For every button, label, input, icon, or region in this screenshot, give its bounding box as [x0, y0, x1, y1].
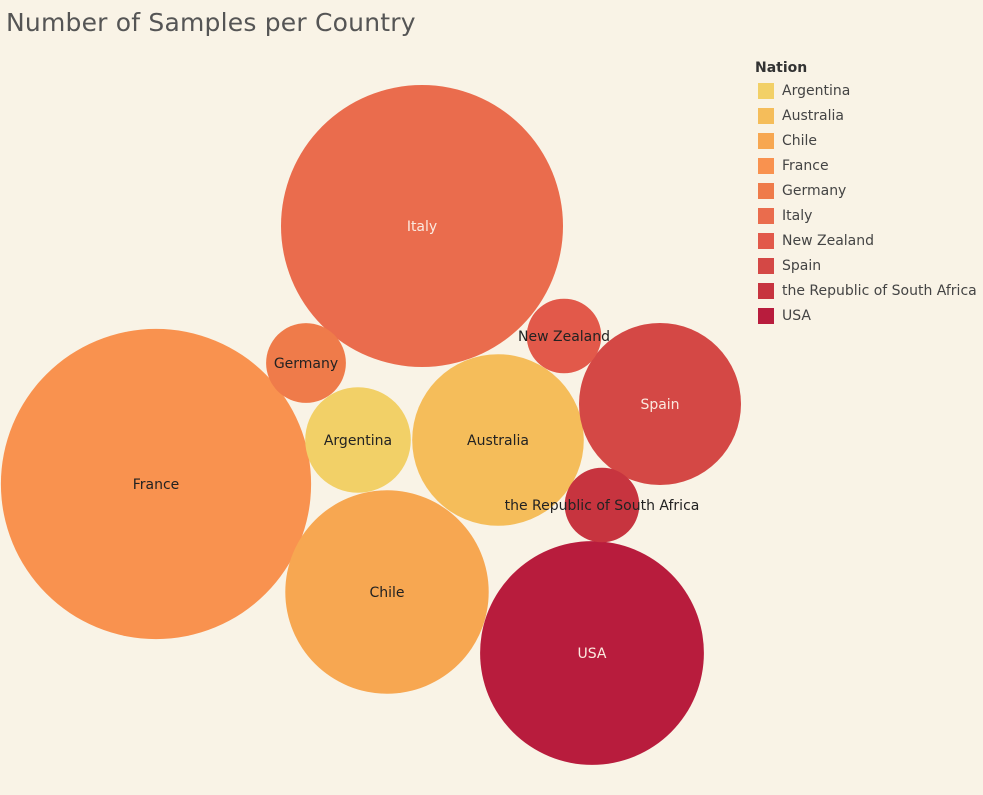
- legend-item[interactable]: Australia: [755, 103, 977, 128]
- legend-item[interactable]: Spain: [755, 253, 977, 278]
- legend-swatch: [758, 157, 774, 174]
- legend-swatch: [758, 82, 774, 99]
- bubble-new-zealand[interactable]: [526, 298, 602, 374]
- bubble-usa[interactable]: [480, 541, 704, 765]
- legend-swatch: [758, 307, 774, 324]
- bubble-france[interactable]: [0, 328, 312, 640]
- bubble-label: Australia: [467, 433, 529, 449]
- legend-label: Australia: [782, 107, 844, 124]
- bubble-label: France: [133, 477, 180, 493]
- bubble-italy[interactable]: [281, 85, 563, 367]
- legend-label: France: [782, 157, 829, 174]
- bubble-chart: Italy France Chile USA Australia Spain Argenti…: [0, 85, 741, 765]
- bubble-label: the Republic of South Africa: [505, 498, 700, 514]
- bubble-label: Italy: [407, 219, 437, 235]
- bubble-label: Spain: [640, 397, 679, 413]
- chart-title: Number of Samples per Country: [6, 8, 416, 37]
- bubble-label: Germany: [274, 356, 338, 372]
- legend-label: New Zealand: [782, 232, 874, 249]
- bubble-label: Argentina: [324, 433, 392, 449]
- bubble-the-republic-of-south-africa[interactable]: [564, 467, 640, 543]
- legend-label: Italy: [782, 207, 813, 224]
- legend-swatch: [758, 182, 774, 199]
- legend-item[interactable]: Germany: [755, 178, 977, 203]
- legend-swatch: [758, 232, 774, 249]
- legend-label: Argentina: [782, 82, 851, 99]
- legend-swatch: [758, 207, 774, 224]
- legend-label: the Republic of South Africa: [782, 282, 977, 299]
- bubble-label: New Zealand: [518, 329, 610, 345]
- legend-item[interactable]: the Republic of South Africa: [755, 278, 977, 303]
- bubble-label: USA: [578, 646, 607, 662]
- legend-item[interactable]: France: [755, 153, 977, 178]
- bubble-chile[interactable]: [285, 490, 489, 694]
- legend-label: Chile: [782, 132, 818, 149]
- legend-title: Nation: [755, 60, 808, 76]
- legend-item[interactable]: New Zealand: [755, 228, 977, 253]
- legend: Nation Argentina Australia Chile France Germ…: [755, 60, 977, 328]
- legend-item[interactable]: Italy: [755, 203, 977, 228]
- bubble-label: Chile: [369, 585, 404, 601]
- legend-swatch: [758, 107, 774, 124]
- legend-swatch: [758, 282, 774, 299]
- legend-items: Argentina Australia Chile France Germany Ital…: [755, 78, 977, 328]
- bubble-germany[interactable]: [266, 323, 346, 403]
- bubble-argentina[interactable]: [305, 387, 411, 493]
- legend-item[interactable]: USA: [755, 303, 977, 328]
- legend-label: USA: [782, 307, 811, 324]
- legend-item[interactable]: Argentina: [755, 78, 977, 103]
- legend-swatch: [758, 257, 774, 274]
- legend-label: Germany: [782, 182, 847, 199]
- legend-item[interactable]: Chile: [755, 128, 977, 153]
- legend-label: Spain: [782, 257, 822, 274]
- bubble-spain[interactable]: [579, 323, 741, 485]
- legend-swatch: [758, 132, 774, 149]
- bubble-australia[interactable]: [412, 354, 584, 526]
